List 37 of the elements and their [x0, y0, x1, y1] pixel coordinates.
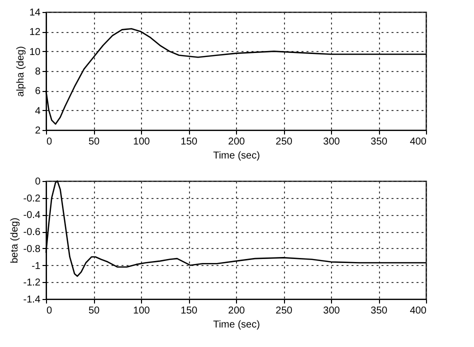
x-tick-label: 350: [370, 136, 388, 148]
y-tick-label: -1.4: [23, 294, 41, 306]
y-tick-label: 8: [34, 66, 41, 78]
x-tick-label: 50: [88, 136, 100, 148]
x-tick-label: 50: [88, 306, 100, 316]
x-tick-label: 250: [276, 136, 293, 148]
y-tick-label: 2: [34, 126, 41, 136]
x-tick-label: 300: [323, 306, 340, 316]
y-axis-title: alpha (deg): [15, 46, 26, 97]
x-tick-label: 400: [410, 136, 427, 148]
y-tick-label: -0.4: [23, 210, 41, 222]
y-tick-label: -1: [32, 260, 41, 272]
y-tick-label: 0: [34, 176, 41, 188]
x-tick-label: 0: [46, 136, 52, 148]
y-tick-label: 10: [29, 46, 41, 58]
y-tick-label: 12: [29, 27, 41, 38]
x-tick-label: 400: [410, 306, 427, 316]
x-axis-title: Time (sec): [213, 150, 260, 162]
x-axis-title: Time (sec): [213, 320, 260, 330]
x-tick-label: 300: [323, 136, 340, 148]
y-tick-label: 4: [34, 106, 41, 117]
x-tick-label: 200: [228, 136, 246, 148]
y-axis-title: beta (deg): [9, 218, 20, 264]
y-tick-label: -1.2: [23, 278, 41, 289]
x-tick-label: 200: [228, 306, 246, 316]
x-tick-label: 150: [180, 306, 198, 316]
x-tick-label: 100: [133, 306, 150, 316]
y-tick-label: 14: [29, 8, 41, 18]
x-tick-label: 0: [46, 306, 52, 316]
y-tick-label: -0.6: [23, 227, 41, 238]
x-tick-label: 350: [370, 306, 388, 316]
x-tick-label: 150: [180, 136, 198, 148]
y-tick-label: 6: [34, 86, 41, 98]
y-tick-label: -0.8: [23, 244, 41, 255]
x-tick-label: 100: [133, 136, 150, 148]
x-tick-label: 250: [276, 306, 293, 316]
y-tick-label: -0.2: [23, 193, 41, 204]
